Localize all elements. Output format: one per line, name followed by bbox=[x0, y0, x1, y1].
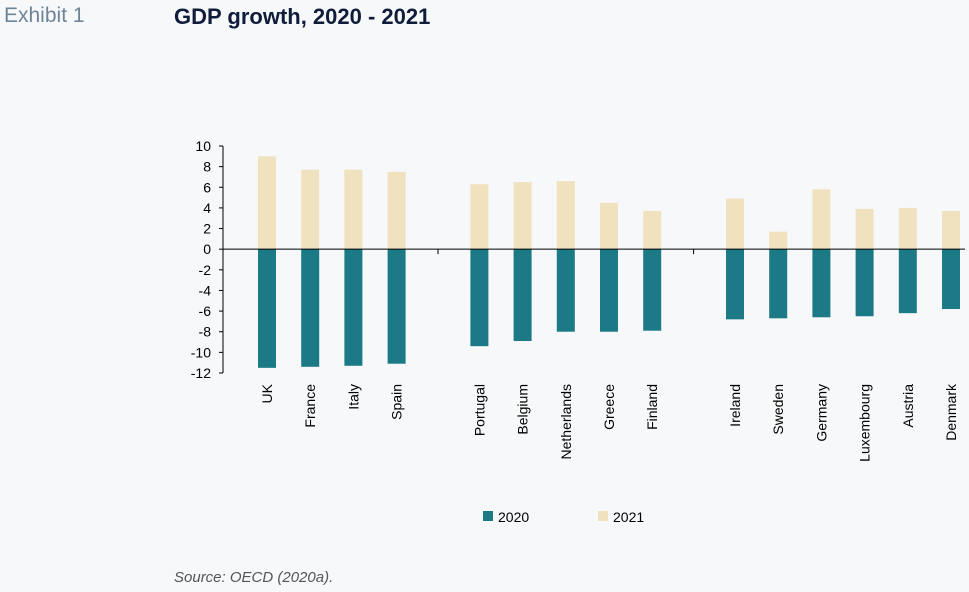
legend-swatch-2020 bbox=[483, 511, 493, 521]
x-label-sweden: Sweden bbox=[770, 384, 786, 435]
x-label-austria: Austria bbox=[900, 384, 916, 428]
y-tick-label: -10 bbox=[191, 344, 211, 360]
legend-label-2020: 2020 bbox=[498, 509, 529, 525]
bar-2021-ireland bbox=[726, 198, 744, 250]
bar-2020-sweden bbox=[769, 249, 788, 319]
bar-2021-denmark bbox=[942, 211, 960, 250]
y-tick-label: 8 bbox=[203, 159, 211, 175]
x-label-germany: Germany bbox=[813, 384, 829, 442]
bars-layer bbox=[258, 156, 960, 368]
bar-2021-sweden bbox=[769, 231, 788, 250]
y-tick-label: 6 bbox=[203, 179, 211, 195]
y-tick-label: 4 bbox=[203, 200, 211, 216]
y-tick-label: 10 bbox=[195, 138, 211, 154]
bar-2021-belgium bbox=[513, 182, 532, 250]
x-label-netherlands: Netherlands bbox=[558, 384, 574, 460]
chart-title: GDP growth, 2020 - 2021 bbox=[174, 4, 431, 29]
bar-2020-greece bbox=[600, 249, 618, 332]
x-axis-labels: UK France Italy Spain Portugal Belgium Netherl… bbox=[259, 383, 959, 462]
bar-2021-luxembourg bbox=[855, 208, 874, 250]
x-label-uk: UK bbox=[259, 383, 275, 403]
legend: 2020 2021 bbox=[483, 509, 644, 525]
y-tick-label: -12 bbox=[191, 365, 211, 381]
bar-2020-denmark bbox=[942, 249, 960, 310]
y-axis-ticks: 10 8 6 4 2 0 -2 -4 -6 -8 -10 -12 bbox=[191, 138, 695, 381]
bar-2021-finland bbox=[643, 211, 662, 250]
x-label-ireland: Ireland bbox=[727, 384, 743, 427]
bar-2020-ireland bbox=[726, 249, 744, 320]
bar-2020-italy bbox=[344, 249, 363, 366]
bar-2020-netherlands bbox=[556, 249, 575, 332]
bar-2020-austria bbox=[898, 249, 917, 314]
bar-2020-france bbox=[301, 249, 320, 367]
bar-2021-austria bbox=[898, 207, 917, 250]
bar-2020-uk bbox=[258, 249, 276, 368]
bar-2020-belgium bbox=[513, 249, 532, 342]
exhibit-label: Exhibit 1 bbox=[4, 4, 85, 27]
bar-2021-france bbox=[301, 169, 320, 250]
y-tick-label: -6 bbox=[199, 303, 212, 319]
x-label-france: France bbox=[302, 384, 318, 428]
y-tick-label: 0 bbox=[203, 241, 211, 257]
bar-2021-greece bbox=[600, 202, 618, 250]
x-label-spain: Spain bbox=[389, 384, 405, 420]
x-label-denmark: Denmark bbox=[943, 383, 959, 441]
bar-2021-italy bbox=[344, 169, 363, 250]
x-label-luxembourg: Luxembourg bbox=[857, 384, 873, 462]
x-label-belgium: Belgium bbox=[515, 384, 531, 435]
x-label-greece: Greece bbox=[601, 384, 617, 430]
legend-label-2021: 2021 bbox=[613, 509, 644, 525]
bar-2020-germany bbox=[812, 249, 831, 318]
y-tick-label: -4 bbox=[199, 282, 212, 298]
bar-2020-spain bbox=[387, 249, 406, 364]
bar-2021-netherlands bbox=[556, 181, 575, 250]
y-tick-label: -2 bbox=[199, 262, 212, 278]
legend-swatch-2021 bbox=[598, 511, 608, 521]
bar-2020-luxembourg bbox=[855, 249, 874, 317]
bar-2021-uk bbox=[258, 156, 276, 250]
bar-2020-portugal bbox=[470, 249, 489, 347]
bar-2021-germany bbox=[812, 189, 831, 250]
y-tick-label: 2 bbox=[203, 221, 211, 237]
x-label-portugal: Portugal bbox=[471, 384, 487, 436]
bar-2021-portugal bbox=[470, 184, 489, 250]
x-label-italy: Italy bbox=[345, 384, 361, 410]
x-label-finland: Finland bbox=[644, 384, 660, 430]
bar-2021-spain bbox=[387, 171, 406, 250]
y-tick-label: -8 bbox=[199, 324, 212, 340]
bar-2020-finland bbox=[643, 249, 662, 331]
source-note: Source: OECD (2020a). bbox=[174, 569, 334, 586]
